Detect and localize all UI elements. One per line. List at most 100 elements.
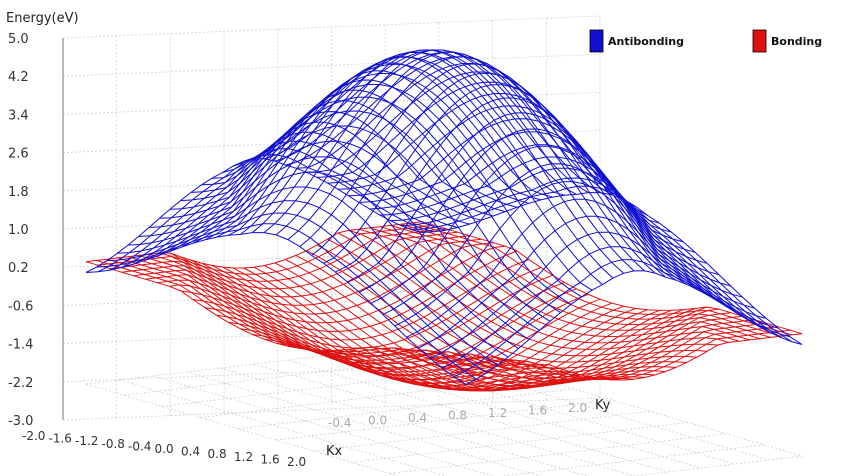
- bonding-mesh-line: [390, 224, 771, 338]
- floor-gridline: [389, 433, 727, 474]
- floor-axis-ticks: -2.0 -1.6 -1.2 -0.8 -0.4 0.0 0.4 0.8 1.2 1.6 2.0-0…: [22, 401, 587, 469]
- floor-gridline: [123, 354, 461, 396]
- legend: Antibonding Bonding: [589, 29, 822, 53]
- energy-axis-ticks: 5.0 4.2 3.4 2.6 1.8 1.0 0.2 -0.6 -1.4 -2.2 -3.0: [8, 32, 33, 429]
- legend-swatch-bonding: [752, 29, 767, 53]
- energy-gridline: [62, 53, 601, 77]
- antibonding-mesh-line: [442, 246, 779, 369]
- antibonding-mesh-line: [369, 144, 750, 322]
- antibonding-mesh-line: [430, 231, 767, 359]
- antibonding-mesh-line: [295, 63, 677, 281]
- kx-tick-label: 0.4: [181, 445, 200, 459]
- kx-tick-label: 2.0: [287, 455, 306, 469]
- ky-tick-label: -0.4: [328, 416, 351, 430]
- floor-gridline: [351, 422, 689, 463]
- floor-gridline: [498, 444, 765, 476]
- antibonding-mesh-line: [394, 181, 731, 327]
- floor-grid: [85, 343, 803, 476]
- bonding-mesh-line: [421, 221, 803, 335]
- energy-tick-label: 2.6: [8, 147, 29, 162]
- energy-tick-label: -2.2: [8, 376, 33, 391]
- energy-tick-label: -0.6: [8, 299, 33, 314]
- floor-gridline: [237, 388, 575, 430]
- energy-axis-title: Energy(eV): [6, 11, 79, 26]
- ky-axis-title: Ky: [595, 398, 611, 413]
- kx-tick-label: -0.4: [128, 439, 151, 453]
- bonding-mesh-line: [327, 238, 708, 363]
- bonding-mesh-line: [316, 244, 698, 369]
- bonding-surface: [85, 221, 803, 392]
- antibonding-mesh-line: [390, 167, 771, 334]
- bonding-mesh-line: [411, 222, 792, 336]
- bonding-mesh-line: [359, 308, 696, 390]
- ky-tick-label: 0.8: [448, 409, 467, 423]
- antibonding-mesh-line: [411, 185, 792, 343]
- antibonding-mesh-line: [316, 81, 698, 290]
- bonding-mesh-line: [285, 259, 666, 383]
- floor-gridline: [199, 377, 537, 418]
- ky-tick-label: 1.2: [488, 406, 507, 420]
- bonding-mesh-line: [311, 309, 648, 391]
- kx-tick-label: 1.2: [234, 450, 253, 464]
- kx-tick-label: -1.2: [75, 434, 98, 448]
- antibonding-mesh-line: [306, 71, 687, 285]
- legend-item-bonding: Bonding: [752, 29, 822, 53]
- bonding-mesh-line: [287, 305, 625, 388]
- energy-tick-label: 4.2: [8, 70, 29, 85]
- energy-gridline: [62, 283, 601, 306]
- energy-tick-label: -3.0: [8, 414, 33, 429]
- legend-label-bonding: Bonding: [771, 35, 822, 48]
- ky-tick-label: 0.0: [368, 414, 387, 428]
- antibonding-surface: [85, 49, 803, 385]
- energy-gridline: [62, 206, 601, 230]
- antibonding-mesh-line: [348, 118, 729, 309]
- antibonding-mesh-line: [400, 177, 782, 339]
- bonding-mesh-line: [394, 312, 731, 385]
- antibonding-mesh-line: [274, 51, 656, 274]
- antibonding-mesh-line: [370, 145, 708, 304]
- antibonding-mesh-line: [379, 156, 761, 328]
- antibonding-mesh-line: [418, 215, 755, 349]
- antibonding-mesh-line: [127, 186, 509, 358]
- antibonding-mesh-line: [406, 198, 743, 338]
- antibonding-mesh-line: [327, 92, 708, 296]
- background-grid: [62, 15, 601, 421]
- bonding-mesh-line: [465, 333, 803, 381]
- legend-label-antibonding: Antibonding: [608, 35, 684, 48]
- antibonding-mesh-line: [285, 56, 666, 278]
- bonding-mesh-line: [337, 232, 719, 357]
- antibonding-mesh-line: [421, 192, 803, 345]
- floor-gridline: [631, 455, 803, 476]
- energy-tick-label: 3.4: [8, 108, 29, 123]
- antibonding-mesh-line: [299, 63, 637, 247]
- energy-tick-label: 5.0: [8, 32, 29, 47]
- energy-tick-label: 1.0: [8, 223, 29, 238]
- ky-tick-label: 1.6: [528, 404, 547, 418]
- legend-item-antibonding: Antibonding: [589, 29, 684, 53]
- floor-gridline: [275, 399, 613, 441]
- kx-tick-label: 1.6: [261, 452, 280, 466]
- floor-gridline: [313, 410, 651, 452]
- energy-tick-label: -1.4: [8, 338, 33, 353]
- energy-tick-label: 0.2: [8, 261, 29, 276]
- bonding-mesh-line: [442, 326, 779, 380]
- bonding-mesh-line: [379, 226, 761, 340]
- antibonding-mesh-line: [358, 131, 740, 315]
- antibonding-mesh-line: [337, 105, 719, 302]
- kx-tick-label: 0.0: [155, 442, 174, 456]
- bonding-mesh-line: [382, 308, 719, 387]
- kx-tick-label: -2.0: [22, 429, 45, 443]
- kx-tick-label: 0.8: [208, 447, 227, 461]
- legend-swatch-antibonding: [589, 29, 604, 53]
- bonding-mesh-line: [370, 306, 708, 388]
- ky-tick-label: 2.0: [568, 401, 587, 415]
- kx-tick-label: -0.8: [102, 437, 125, 451]
- bonding-mesh-line: [430, 322, 767, 381]
- bonding-mesh-line: [358, 228, 740, 344]
- antibonding-mesh-line: [382, 163, 720, 316]
- bonding-mesh-line: [454, 329, 791, 380]
- bonding-mesh-line: [299, 307, 636, 390]
- antibonding-mesh-line: [168, 100, 506, 253]
- ky-tick-label: 0.4: [408, 411, 427, 425]
